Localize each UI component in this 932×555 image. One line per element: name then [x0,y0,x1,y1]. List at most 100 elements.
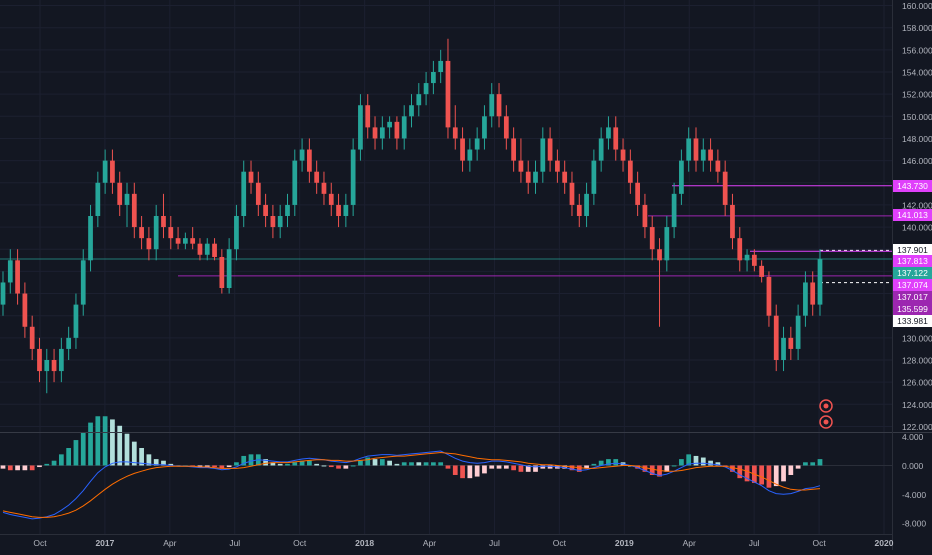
candle [766,271,772,327]
macd-histogram-bar [197,465,203,468]
event-marker-dot [823,403,829,409]
time-axis[interactable]: Oct 2017 Apr Jul Oct 2018 Apr Jul Oct 2019 Apr Jul O… [33,538,893,548]
candle-body [679,160,684,194]
candle [197,238,203,261]
macd-histogram-bar [635,465,641,469]
macd-histogram-bar [401,462,407,466]
price-tick-label: 130.000 [902,333,932,343]
candle [584,182,589,228]
candle-body [759,265,765,277]
macd-histogram-bar [95,416,101,466]
candle-body [299,149,305,161]
candle-body [365,105,371,128]
candle-body [15,260,20,294]
macd-histogram-bar [139,448,144,466]
candle [642,193,648,239]
macd-axis[interactable]: 4.000 0.000 -4.000 -8.000 [902,432,926,529]
candle-body [452,127,458,139]
macd-histogram-bar [511,465,516,471]
price-label-text: 133.981 [897,316,928,326]
candle [657,238,662,327]
price-tick-label: 150.000 [902,112,932,122]
macd-histogram-bar [88,422,93,466]
candle [66,326,72,360]
macd-histogram-bar [314,463,320,466]
candle-body [576,204,582,216]
price-label-box [893,279,932,291]
candle [394,116,400,150]
macd-histogram-bar [642,465,648,472]
candle-body [562,171,568,183]
macd-histogram-bar [700,457,706,466]
macd-histogram-bar [358,460,363,466]
macd-histogram-bar [773,465,779,487]
candle [29,315,35,360]
macd-histogram-bar [686,454,692,466]
candle [387,116,392,139]
candle-body [781,337,786,360]
macd-histogram-bar [460,465,465,479]
candle [533,160,538,194]
candle [248,160,254,194]
candle [803,271,808,327]
macd-histogram-bar [15,465,20,471]
candle [664,216,670,272]
candle [255,171,261,216]
price-label-text: 141.013 [897,210,928,220]
macd-histogram-bar [124,433,130,466]
candle [591,149,597,205]
macd-histogram-bar [467,465,473,479]
candle-body [139,227,144,239]
macd-histogram-bar [80,432,86,466]
candle [117,171,123,216]
candle [489,83,495,128]
macd-histogram-bar [708,460,713,466]
candle [817,249,823,316]
candle [175,227,181,250]
candle-body [110,160,115,183]
macd-histogram-bar [44,463,50,466]
candle-body [635,182,641,205]
candle-body [518,160,524,172]
macd-histogram-bar [66,448,72,466]
event-marker-dot [823,419,829,425]
macd-histogram-bar [591,463,597,466]
macd-histogram-bar [452,465,458,475]
candle-body [803,282,808,316]
candle [562,160,568,194]
time-tick-label: Jul [489,538,500,548]
candle-body [292,160,298,205]
candle [0,271,6,316]
signal-line [2,451,821,518]
price-label-text: 137.017 [897,292,928,302]
macd-histogram-bar [482,465,487,474]
macd-pane [0,416,892,520]
macd-histogram-bar [606,459,611,466]
candle-body [314,171,320,183]
candle [358,94,363,161]
candle [80,249,86,316]
macd-histogram-bar [423,462,429,466]
candle [401,105,407,150]
candle-body [241,171,247,216]
candle-body [664,227,670,261]
time-tick-label: 2020 [875,538,894,548]
time-tick-label: Jul [749,538,760,548]
price-tick-label: 148.000 [902,134,932,144]
candle [693,127,699,172]
candle-body [277,216,283,228]
candle [788,326,794,360]
price-tick-label: 158.000 [902,23,932,33]
candle [438,49,444,84]
event-markers[interactable] [819,399,833,429]
macd-histogram-bar [241,455,247,466]
candle-body [190,238,196,244]
candle-body [700,149,706,161]
candle-body [66,337,72,349]
macd-histogram-bar [438,462,444,466]
candle [467,138,473,172]
candle-body [540,138,546,172]
candle-body [474,138,480,150]
